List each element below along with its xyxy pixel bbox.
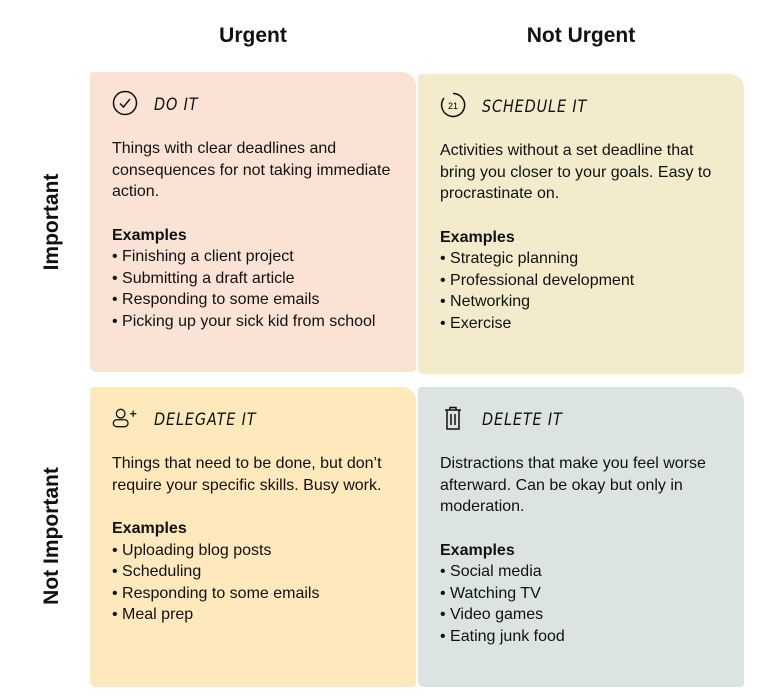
quadrant-description: Activities without a set deadline that b…	[440, 142, 712, 202]
examples-heading: Examples	[112, 226, 187, 244]
calendar-21-icon: 21	[440, 92, 482, 123]
examples-heading: Examples	[112, 520, 187, 537]
examples-heading: Examples	[440, 228, 515, 246]
example-item: Picking up your sick kid from school	[112, 311, 396, 333]
svg-text:21: 21	[448, 101, 458, 111]
example-item: Social media	[440, 561, 724, 583]
quadrant-delete-it: DELETE IT Distractions that make you fee…	[418, 387, 744, 687]
quadrant-description: Things with clear deadlines and conseque…	[112, 140, 391, 200]
example-item: Scheduling	[112, 561, 396, 583]
example-item: Uploading blog posts	[112, 540, 396, 562]
quadrant-title: 21 SCHEDULE IT	[440, 92, 724, 123]
examples-list: Uploading blog postsSchedulingResponding…	[112, 540, 396, 626]
quadrant-name: SCHEDULE IT	[482, 97, 588, 117]
row-header-important: Important	[40, 173, 63, 271]
quadrant-description: Distractions that make you feel worse af…	[440, 455, 706, 515]
column-header-urgent: Urgent	[219, 24, 287, 47]
quadrant-title: DELEGATE IT	[112, 407, 396, 433]
example-item: Responding to some emails	[112, 583, 396, 605]
check-circle-icon	[112, 90, 154, 121]
quadrant-description: Things that need to be done, but don’t r…	[112, 455, 382, 494]
quadrant-do-it: DO IT Things with clear deadlines and co…	[90, 72, 416, 372]
example-item: Responding to some emails	[112, 289, 396, 311]
examples-heading: Examples	[440, 541, 515, 559]
example-item: Strategic planning	[440, 248, 724, 270]
example-item: Networking	[440, 291, 724, 313]
quadrant-schedule-it: 21 SCHEDULE IT Activities without a set …	[418, 74, 744, 374]
quadrant-title: DO IT	[112, 90, 396, 121]
example-item: Exercise	[440, 313, 724, 335]
quadrant-name: DELEGATE IT	[154, 410, 257, 430]
quadrant-title: DELETE IT	[440, 405, 724, 436]
example-item: Eating junk food	[440, 626, 724, 648]
quadrant-name: DELETE IT	[482, 410, 563, 430]
examples-list: Strategic planningProfessional developme…	[440, 248, 724, 334]
row-header-not-important: Not Important	[40, 467, 63, 605]
add-user-icon	[112, 405, 154, 436]
examples-list: Finishing a client projectSubmitting a d…	[112, 246, 396, 332]
example-item: Watching TV	[440, 583, 724, 605]
trash-icon	[440, 405, 482, 436]
quadrant-name: DO IT	[154, 95, 199, 115]
quadrant-delegate-it: DELEGATE IT Things that need to be done,…	[90, 387, 416, 687]
example-item: Submitting a draft article	[112, 268, 396, 290]
example-item: Finishing a client project	[112, 246, 396, 268]
examples-list: Social mediaWatching TVVideo gamesEating…	[440, 561, 724, 647]
column-header-not-urgent: Not Urgent	[526, 24, 636, 47]
example-item: Professional development	[440, 270, 724, 292]
example-item: Meal prep	[112, 604, 396, 626]
example-item: Video games	[440, 604, 724, 626]
